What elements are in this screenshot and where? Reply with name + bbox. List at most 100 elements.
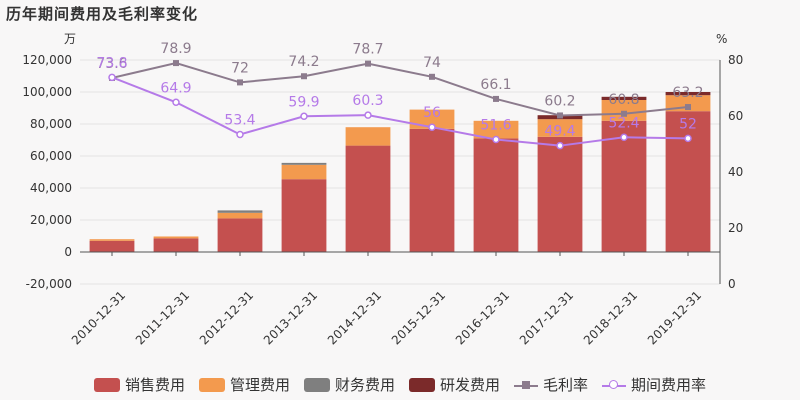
x-tick-label: 2015-12-31 — [389, 288, 448, 347]
bar-segment — [217, 218, 263, 252]
data-label: 72 — [231, 60, 249, 76]
left-tick-label: 0 — [64, 245, 72, 259]
legend-swatch — [409, 377, 435, 392]
data-point — [172, 98, 180, 107]
legend-item[interactable]: 销售费用 — [93, 374, 185, 395]
x-tick-label: 2011-12-31 — [133, 288, 192, 347]
legend-marker — [522, 380, 531, 389]
legend-label: 财务费用 — [334, 376, 395, 394]
legend-swatch — [303, 377, 330, 392]
bar-segment — [89, 239, 135, 241]
bar-segment — [89, 240, 135, 252]
left-tick-label: 40,000 — [30, 181, 72, 195]
legend-label: 期间费用率 — [631, 376, 707, 394]
legend-label: 毛利率 — [543, 376, 589, 394]
x-tick-label: 2017-12-31 — [517, 288, 576, 347]
data-point — [236, 130, 244, 139]
legend-item[interactable]: 研发费用 — [409, 374, 500, 395]
data-point — [492, 135, 500, 144]
x-tick-label: 2013-12-31 — [261, 288, 320, 347]
right-tick-label: 40 — [728, 165, 743, 179]
data-label: 60.2 — [544, 93, 575, 109]
bar-segment — [409, 128, 455, 252]
legend-item[interactable]: 毛利率 — [514, 374, 588, 395]
bar-segment — [217, 210, 263, 213]
left-tick-label: 80,000 — [30, 117, 72, 131]
data-point — [556, 141, 564, 150]
x-tick-label: 2010-12-31 — [69, 288, 128, 347]
bar-segment — [281, 179, 327, 252]
legend-item[interactable]: 管理费用 — [198, 374, 290, 395]
data-point — [493, 95, 499, 102]
legend-label: 研发费用 — [440, 376, 501, 394]
legend-item[interactable]: 期间费用率 — [602, 374, 706, 395]
data-label: 60.3 — [352, 93, 383, 109]
line-layer — [108, 60, 692, 150]
data-label: 78.9 — [160, 41, 191, 57]
legend-marker — [609, 379, 619, 389]
data-label: 74 — [423, 55, 441, 71]
bar-segment — [601, 120, 647, 252]
bar-segment — [537, 136, 583, 252]
right-tick-label: 80 — [728, 53, 743, 67]
data-label: 64.9 — [160, 80, 191, 96]
bar-segment — [537, 119, 583, 137]
legend-swatch — [602, 378, 627, 392]
left-tick-label: -20,000 — [26, 277, 72, 291]
data-point — [429, 73, 435, 80]
bar-segment — [665, 92, 711, 96]
x-tick-label: 2016-12-31 — [453, 288, 512, 347]
data-point — [300, 112, 308, 121]
chart-title: 历年期间费用及毛利率变化 — [6, 5, 199, 23]
bar-segment — [217, 212, 263, 219]
data-label: 60.8 — [608, 92, 639, 108]
data-label: 59.9 — [288, 94, 319, 110]
right-tick-label: 20 — [728, 221, 743, 235]
data-label: 52.4 — [608, 115, 639, 131]
data-label: 53.4 — [224, 112, 255, 128]
left-tick-label: 60,000 — [30, 149, 72, 163]
data-label: 73.8 — [96, 55, 127, 71]
x-tick-label: 2012-12-31 — [197, 288, 256, 347]
series-line — [111, 76, 689, 147]
legend: 销售费用 管理费用 财务费用 研发费用 毛利率 期间费用率 — [0, 374, 800, 395]
data-label: 74.2 — [288, 54, 319, 70]
legend-label: 销售费用 — [124, 376, 185, 394]
right-tick-label: 0 — [728, 277, 736, 291]
data-label: 52 — [679, 116, 697, 132]
right-tick-label: 60 — [728, 109, 743, 123]
right-axis-unit: % — [716, 32, 727, 46]
left-tick-label: 120,000 — [22, 53, 72, 67]
x-tick-label: 2018-12-31 — [581, 288, 640, 347]
x-tick-label: 2014-12-31 — [325, 288, 384, 347]
data-point — [684, 134, 692, 143]
left-tick-label: 100,000 — [22, 85, 72, 99]
bar-segment — [153, 236, 199, 239]
data-point — [365, 60, 371, 67]
data-label: 63.2 — [672, 85, 703, 101]
bar-layer — [89, 92, 711, 252]
bar-segment — [345, 127, 391, 146]
bar-segment — [281, 164, 327, 180]
bar-segment — [153, 238, 199, 252]
data-label: 73.6 — [96, 56, 127, 72]
data-point — [301, 73, 307, 80]
legend-swatch — [514, 378, 539, 392]
data-label: 51.6 — [480, 118, 511, 134]
x-tick-label: 2019-12-31 — [645, 288, 704, 347]
bar-segment — [345, 145, 391, 252]
bar-segment — [409, 109, 455, 129]
bar-segment — [601, 96, 647, 100]
legend-swatch — [93, 377, 120, 392]
data-point — [621, 110, 627, 117]
data-label: 49.4 — [544, 124, 575, 140]
legend-item[interactable]: 财务费用 — [303, 374, 395, 395]
data-point — [108, 73, 116, 82]
data-point — [620, 133, 628, 142]
data-label: 66.1 — [480, 77, 511, 93]
data-point — [557, 112, 563, 119]
bar-segment — [665, 95, 711, 112]
legend-label: 管理费用 — [229, 376, 290, 394]
label-layer: 73.6 78.9 72 74.2 78.7 74 66.1 60.2 60.8 63.2 73.8… — [96, 41, 703, 140]
